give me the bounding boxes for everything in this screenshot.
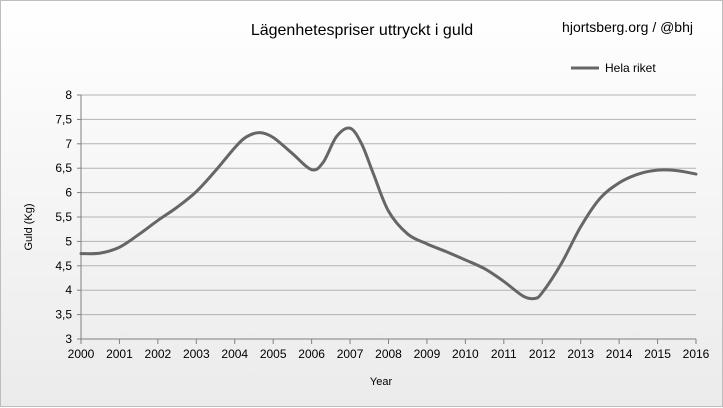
y-tick-label: 3 (65, 332, 72, 346)
legend: Hela riket (571, 61, 656, 75)
axes (77, 94, 697, 344)
x-tick-label: 2003 (183, 347, 210, 361)
series-layer (79, 126, 698, 301)
y-tick-label: 4,5 (55, 259, 72, 273)
x-tick-label: 2006 (298, 347, 325, 361)
x-axis-label: Year (370, 376, 393, 388)
gridlines (81, 94, 696, 340)
y-tick-labels: 3 3,5 4 4,5 5 5,5 6 6,5 7 7,5 8 (55, 88, 72, 346)
x-tick-label: 2005 (260, 347, 287, 361)
x-tick-label: 2007 (337, 347, 364, 361)
series-line-0 (79, 126, 698, 301)
chart-title: Lägenhetespriser uttryckt i guld (251, 22, 473, 39)
y-tick-label: 6,5 (55, 161, 72, 175)
y-tick-label: 5,5 (55, 210, 72, 224)
y-tick-label: 3,5 (55, 308, 72, 322)
x-tick-label: 2012 (529, 347, 556, 361)
x-tick-label: 2013 (567, 347, 594, 361)
y-tick-label: 7,5 (55, 112, 72, 126)
y-tick-label: 7 (65, 137, 72, 151)
x-tick-label: 2011 (491, 347, 517, 361)
y-tick-label: 6 (65, 186, 72, 200)
x-tick-label: 2002 (145, 347, 172, 361)
x-tick-label: 2014 (606, 347, 633, 361)
x-tick-labels: 2000 2001 2002 2003 2004 2005 2006 2007 2008 2009… (68, 347, 710, 361)
y-tick-label: 4 (65, 283, 72, 297)
x-tick-label: 2008 (375, 347, 402, 361)
x-tick-label: 2015 (644, 347, 671, 361)
x-tick-label: 2016 (683, 347, 710, 361)
y-tick-label: 8 (65, 88, 72, 102)
legend-label: Hela riket (605, 61, 656, 75)
x-tick-label: 2004 (221, 347, 248, 361)
x-tick-label: 2001 (106, 347, 133, 361)
chart-credit: hjortsberg.org / @bhj (562, 19, 693, 35)
y-tick-label: 5 (65, 234, 72, 248)
y-axis-label: Guld (Kg) (23, 203, 35, 250)
x-tick-label: 2000 (68, 347, 95, 361)
x-tick-label: 2010 (452, 347, 479, 361)
x-tick-label: 2009 (414, 347, 441, 361)
